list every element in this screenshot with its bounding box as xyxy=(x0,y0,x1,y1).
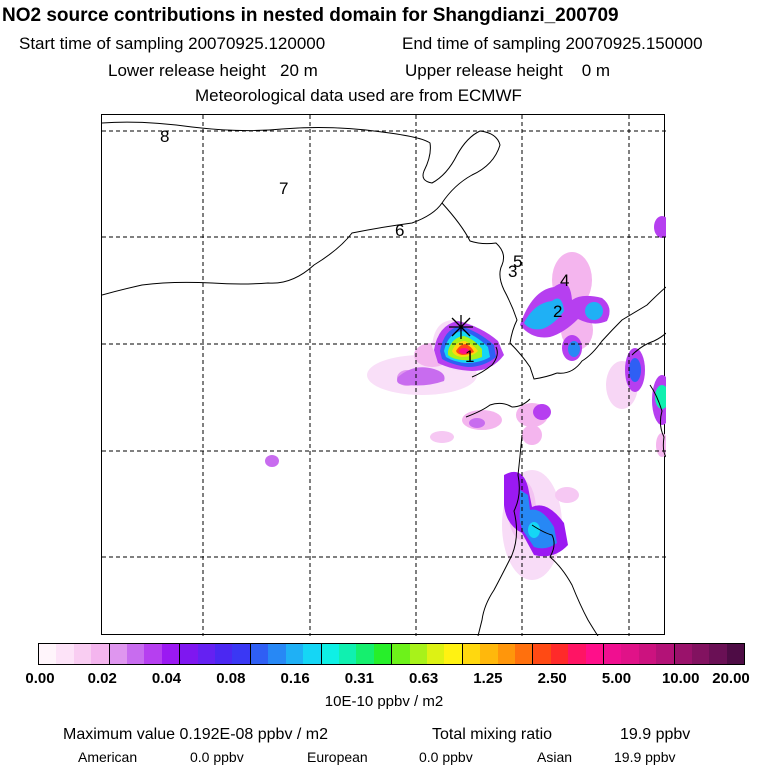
colorbar-segment xyxy=(514,644,534,664)
colorbar-segment xyxy=(409,644,427,664)
end-time: End time of sampling 20070925.150000 xyxy=(402,34,703,53)
total-mixing-value: 19.9 ppbv xyxy=(620,726,691,743)
trajectory-label: 6 xyxy=(395,221,404,240)
colorbar-segment xyxy=(392,644,410,664)
trajectory-labels: 1 2 3 4 5 6 7 8 xyxy=(160,127,569,366)
colorbar-segment xyxy=(180,644,198,664)
coastline xyxy=(102,121,666,636)
colorbar-segment xyxy=(268,644,286,664)
colorbar-tick-label: 10.00 xyxy=(661,670,700,687)
plume-field xyxy=(265,216,666,580)
american-value: 0.0 ppbv xyxy=(190,749,244,765)
upper-release-height: Upper release height 0 m xyxy=(405,61,611,80)
colorbar-segment xyxy=(215,644,233,664)
colorbar-segment xyxy=(356,644,374,664)
colorbar-segment xyxy=(232,644,251,664)
colorbar-segment xyxy=(480,644,498,664)
colorbar-segment xyxy=(197,644,216,664)
colorbar-segment xyxy=(568,644,586,664)
colorbar-segment xyxy=(127,644,145,664)
colorbar-segment xyxy=(338,644,357,664)
colorbar-units: 10E-10 ppbv / m2 xyxy=(324,693,444,710)
european-value: 0.0 ppbv xyxy=(419,749,473,765)
trajectory-label: 3 xyxy=(508,262,517,281)
max-value: Maximum value 0.192E-08 ppbv / m2 xyxy=(63,726,329,743)
asian-label: Asian xyxy=(537,749,573,765)
colorbar xyxy=(38,643,745,665)
colorbar-tick-label: 0.00 xyxy=(25,670,55,687)
colorbar-segment xyxy=(91,644,110,664)
colorbar-segment xyxy=(604,644,622,664)
colorbar-tick-label: 2.50 xyxy=(537,670,567,687)
colorbar-segment xyxy=(533,644,551,664)
colorbar-segment xyxy=(109,644,128,664)
colorbar-tick-label: 0.08 xyxy=(216,670,246,687)
map-svg: 1 2 3 4 5 6 7 8 xyxy=(102,115,666,636)
american-label: American xyxy=(78,749,138,765)
colorbar-segment xyxy=(709,644,727,664)
colorbar-segment xyxy=(638,644,657,664)
trajectory-label: 8 xyxy=(160,127,169,146)
colorbar-segment xyxy=(373,644,393,664)
colorbar-segment xyxy=(444,644,463,664)
colorbar-tick-label: 0.31 xyxy=(344,670,374,687)
colorbar-segment xyxy=(692,644,710,664)
colorbar-segment xyxy=(321,644,339,664)
colorbar-segment xyxy=(497,644,515,664)
trajectory-label: 1 xyxy=(465,347,474,366)
colorbar-segment xyxy=(656,644,675,664)
site-marker-icon xyxy=(449,315,473,339)
colorbar-segment xyxy=(462,644,481,664)
colorbar-segment xyxy=(285,644,304,664)
colorbar-tick-label: 20.00 xyxy=(712,670,750,687)
trajectory-label: 4 xyxy=(560,271,569,290)
european-label: European xyxy=(307,749,368,765)
colorbar-tick-label: 0.04 xyxy=(151,670,182,687)
colorbar-segment xyxy=(674,644,693,664)
colorbar-segment xyxy=(585,644,604,664)
start-time: Start time of sampling 20070925.120000 xyxy=(19,34,326,53)
colorbar-segment xyxy=(144,644,162,664)
colorbar-segment xyxy=(56,644,74,664)
colorbar-segment xyxy=(250,644,269,664)
asian-value: 19.9 ppbv xyxy=(614,749,676,765)
colorbar-tick-label: 0.16 xyxy=(280,670,310,687)
colorbar-ticks: 0.00 0.02 0.04 0.08 0.16 0.31 0.63 1.25 2.50 5.00… xyxy=(0,670,768,690)
colorbar-segment xyxy=(73,644,92,664)
colorbar-segment xyxy=(726,644,745,664)
met-data-source: Meteorological data used are from ECMWF xyxy=(195,86,522,105)
trajectory-label: 5 xyxy=(513,252,522,271)
lower-release-height: Lower release height 20 m xyxy=(108,61,318,80)
page-title: NO2 source contributions in nested domai… xyxy=(2,5,619,26)
colorbar-segment xyxy=(621,644,639,664)
colorbar-tick-label: 0.63 xyxy=(409,670,439,687)
lat-lon-grid xyxy=(102,115,666,636)
colorbar-segment xyxy=(39,644,57,664)
colorbar-tick-label: 5.00 xyxy=(601,670,632,687)
colorbar-segment xyxy=(161,644,181,664)
colorbar-segment xyxy=(550,644,569,664)
trajectory-label: 7 xyxy=(279,179,288,198)
map-panel: 1 2 3 4 5 6 7 8 xyxy=(101,114,666,636)
colorbar-tick-label: 1.25 xyxy=(473,670,503,687)
total-mixing-label: Total mixing ratio xyxy=(432,726,553,743)
colorbar-tick-label: 0.02 xyxy=(87,670,117,687)
trajectory-label: 2 xyxy=(553,302,562,321)
colorbar-segment xyxy=(426,644,445,664)
colorbar-segment xyxy=(303,644,322,664)
